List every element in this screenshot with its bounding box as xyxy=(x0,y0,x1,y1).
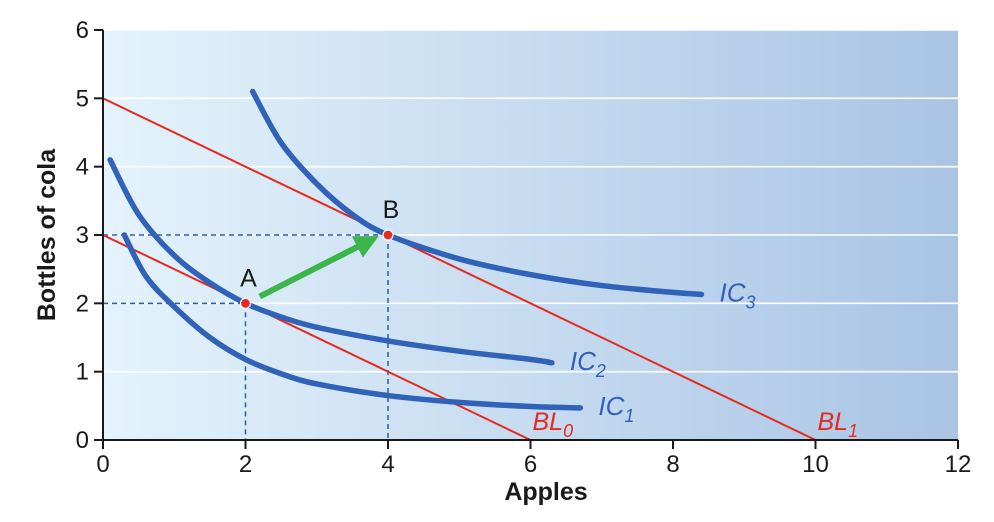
y-tick-label-3: 3 xyxy=(76,222,89,249)
y-tick-label-6: 6 xyxy=(76,17,89,44)
x-tick-label-0: 0 xyxy=(96,451,109,478)
ic-label-IC2: IC2 xyxy=(570,346,606,381)
indifference-curve-IC3 xyxy=(249,88,705,298)
y-tick-label-5: 5 xyxy=(76,85,89,112)
ic-label-IC3: IC3 xyxy=(720,277,756,312)
x-axis-title: Apples xyxy=(504,478,587,506)
shift-arrow-line xyxy=(258,236,379,300)
point-label-A: A xyxy=(240,264,257,292)
x-tick-label-10: 10 xyxy=(802,451,829,478)
x-tick-label-6: 6 xyxy=(524,451,537,478)
y-tick-label-1: 1 xyxy=(76,359,89,386)
x-tick-label-2: 2 xyxy=(239,451,252,478)
points: AB xyxy=(239,196,400,309)
x-tick-label-8: 8 xyxy=(666,451,679,478)
budget-lines xyxy=(102,97,816,441)
budget-line-BL1 xyxy=(102,97,816,441)
bl-label-BL0: BL0 xyxy=(533,408,574,441)
y-tick-label-4: 4 xyxy=(76,154,89,181)
budget-line-BL0 xyxy=(102,234,531,441)
bl-label-BL1: BL1 xyxy=(818,408,859,441)
guide-lines xyxy=(103,234,389,440)
y-tick-label-2: 2 xyxy=(76,290,89,317)
y-tick-label-0: 0 xyxy=(76,427,89,454)
ic-label-IC1: IC1 xyxy=(598,391,634,426)
point-A xyxy=(239,297,252,309)
labels: IC1 IC2 IC3 BL0 BL1 xyxy=(533,277,859,441)
x-tick-label-4: 4 xyxy=(381,451,394,478)
indifference-curves xyxy=(107,88,705,411)
x-tick-label-12: 12 xyxy=(945,451,972,478)
y-axis-title: Bottles of cola xyxy=(33,148,61,321)
point-label-B: B xyxy=(383,196,400,224)
indifference-curve-IC1 xyxy=(121,232,584,411)
point-B xyxy=(382,229,394,241)
shift-arrow xyxy=(258,236,379,300)
indifference-curve-IC2 xyxy=(107,157,555,366)
